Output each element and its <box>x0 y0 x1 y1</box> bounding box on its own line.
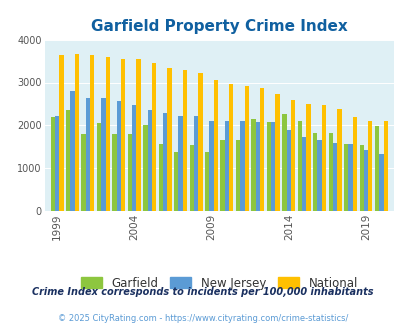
Bar <box>224 121 228 211</box>
Bar <box>244 86 248 211</box>
Bar <box>213 81 217 211</box>
Bar <box>81 134 85 211</box>
Bar <box>235 140 240 211</box>
Bar <box>59 55 63 211</box>
Bar <box>50 117 55 211</box>
Bar <box>275 94 279 211</box>
Bar <box>101 98 105 211</box>
Bar <box>97 123 101 211</box>
Bar <box>281 114 286 211</box>
Bar <box>174 152 178 211</box>
Bar <box>347 144 352 211</box>
Bar <box>343 144 347 211</box>
Bar <box>297 121 301 211</box>
Bar <box>374 126 378 211</box>
Bar <box>328 133 332 211</box>
Bar <box>162 113 167 211</box>
Bar <box>158 144 162 211</box>
Bar <box>383 121 387 211</box>
Bar <box>301 137 306 211</box>
Bar <box>332 143 337 211</box>
Bar <box>167 68 171 211</box>
Bar <box>116 101 121 211</box>
Bar <box>286 130 290 211</box>
Bar <box>143 125 147 211</box>
Bar <box>251 119 255 211</box>
Bar <box>363 150 367 211</box>
Bar <box>55 116 59 211</box>
Bar <box>132 105 136 211</box>
Bar <box>66 110 70 211</box>
Bar <box>85 98 90 211</box>
Bar <box>198 73 202 211</box>
Bar <box>220 141 224 211</box>
Bar <box>128 134 132 211</box>
Bar <box>255 122 259 211</box>
Bar <box>178 116 182 211</box>
Bar <box>136 59 141 211</box>
Bar <box>367 121 371 211</box>
Bar <box>182 70 187 211</box>
Bar <box>321 105 325 211</box>
Bar <box>290 100 294 211</box>
Bar <box>121 59 125 211</box>
Bar <box>228 84 233 211</box>
Bar <box>90 54 94 211</box>
Bar <box>194 115 198 211</box>
Bar <box>240 121 244 211</box>
Bar <box>266 122 271 211</box>
Bar <box>151 63 156 211</box>
Title: Garfield Property Crime Index: Garfield Property Crime Index <box>91 19 347 34</box>
Bar <box>312 133 317 211</box>
Bar <box>112 134 116 211</box>
Bar <box>105 57 110 211</box>
Bar <box>337 109 341 211</box>
Bar <box>147 110 151 211</box>
Bar <box>75 54 79 211</box>
Legend: Garfield, New Jersey, National: Garfield, New Jersey, National <box>76 272 362 294</box>
Bar <box>317 141 321 211</box>
Bar <box>205 152 209 211</box>
Text: Crime Index corresponds to incidents per 100,000 inhabitants: Crime Index corresponds to incidents per… <box>32 287 373 297</box>
Bar <box>209 121 213 211</box>
Bar <box>259 88 264 211</box>
Bar <box>359 145 363 211</box>
Bar <box>378 154 383 211</box>
Bar <box>306 104 310 211</box>
Bar <box>70 91 75 211</box>
Text: © 2025 CityRating.com - https://www.cityrating.com/crime-statistics/: © 2025 CityRating.com - https://www.city… <box>58 314 347 323</box>
Bar <box>189 145 194 211</box>
Bar <box>352 117 356 211</box>
Bar <box>271 122 275 211</box>
